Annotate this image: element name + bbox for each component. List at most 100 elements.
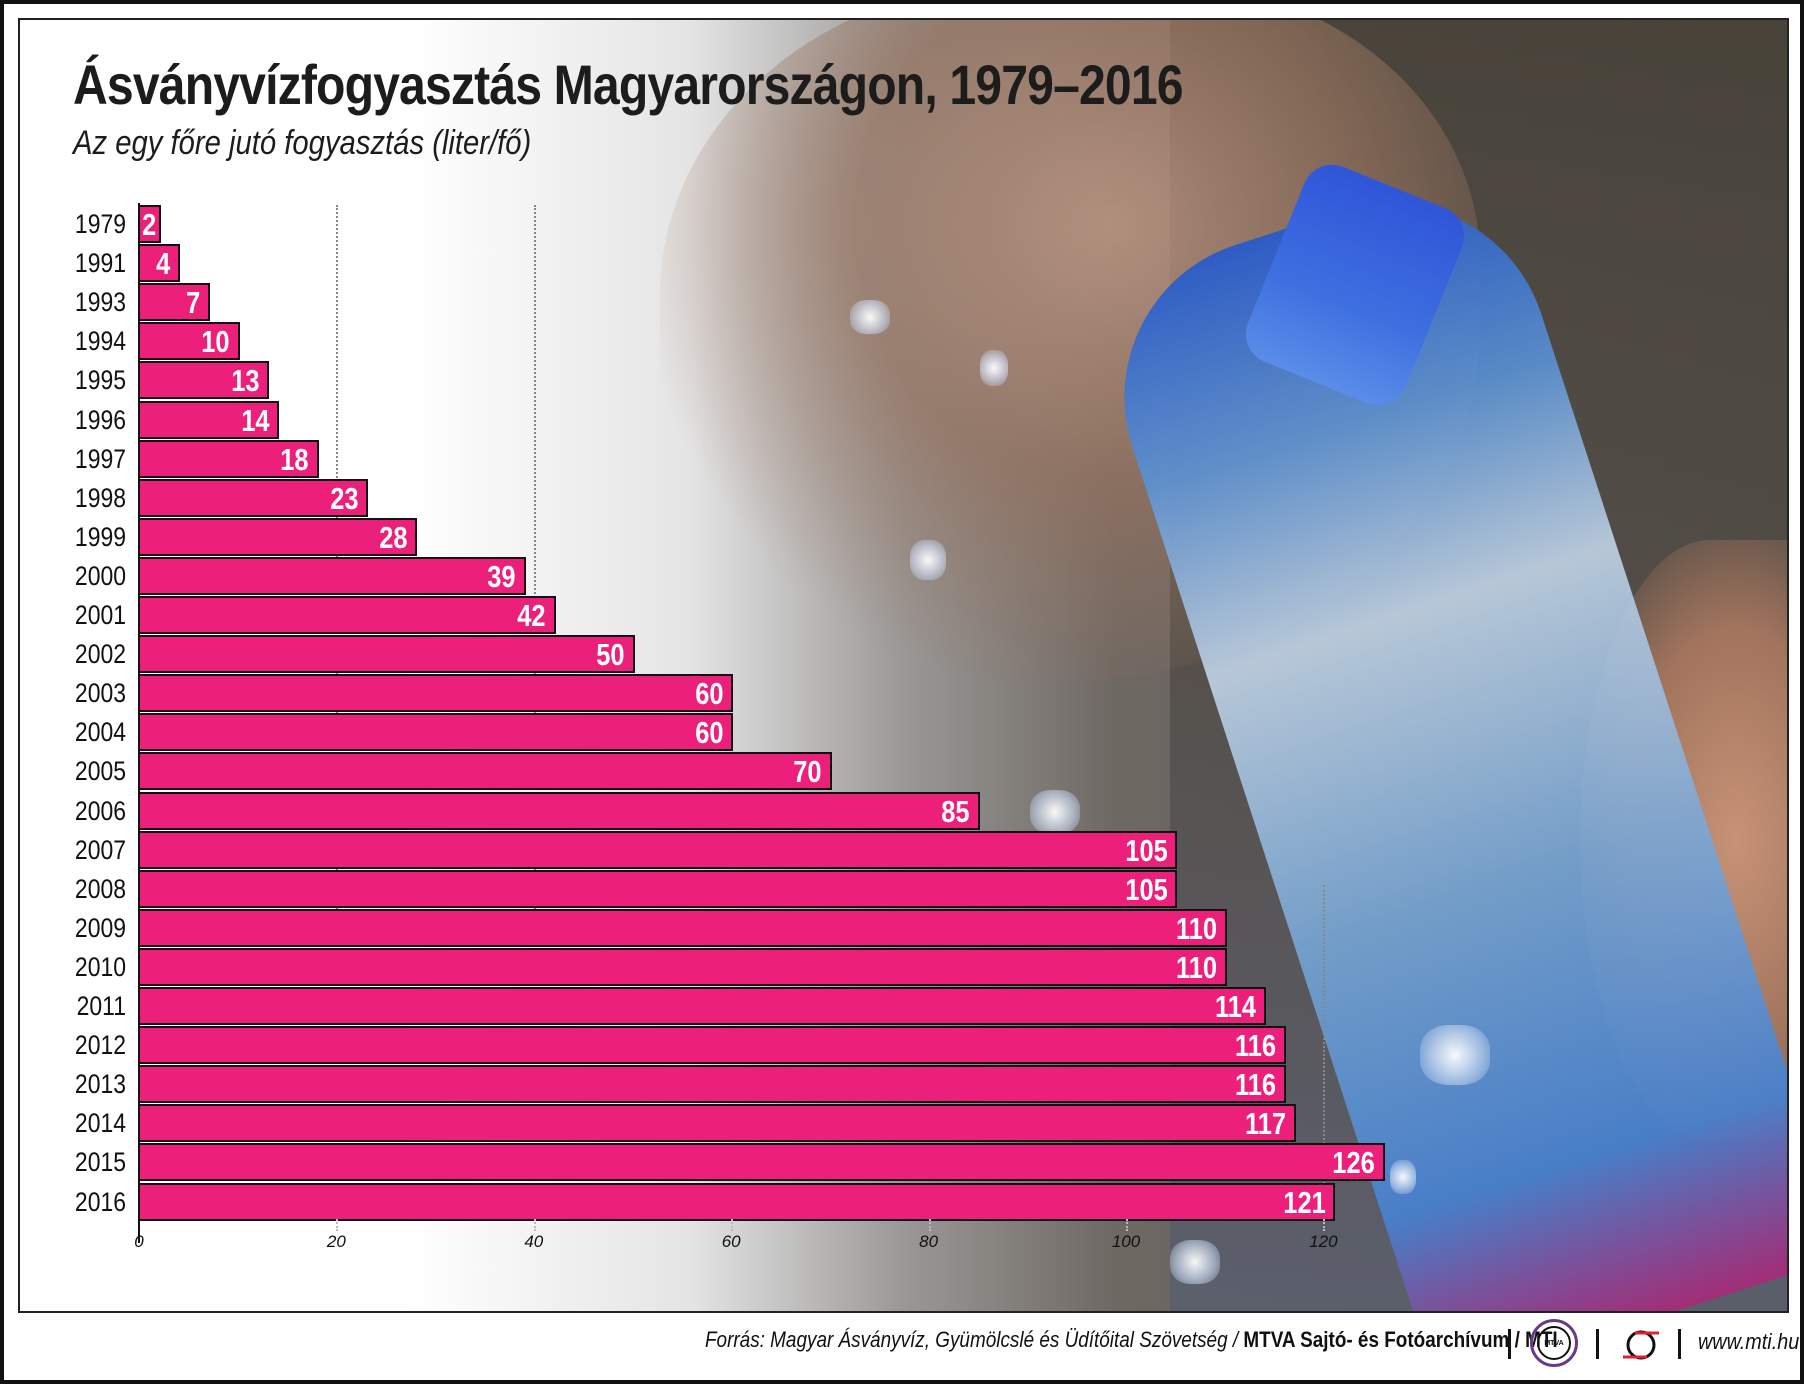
divider: [1678, 1329, 1681, 1359]
bar-value-label: 28: [379, 519, 408, 555]
x-tick-mark: [731, 1219, 734, 1231]
year-label: 2003: [74, 678, 126, 709]
gridline: [533, 205, 536, 925]
divider: [1596, 1329, 1599, 1359]
year-label: 2011: [76, 991, 126, 1021]
bar-1997: 18: [139, 439, 319, 478]
water-drop: [1390, 1160, 1416, 1194]
bar-value-label: 50: [596, 637, 625, 673]
bar-value-label: 2: [142, 207, 157, 242]
water-drop: [1420, 1025, 1490, 1085]
x-tick-label: 100: [1111, 1232, 1141, 1251]
year-label: 2005: [74, 756, 126, 787]
year-label: 2006: [74, 795, 126, 826]
bar-value-label: 10: [201, 324, 230, 360]
water-drop: [1170, 1240, 1220, 1284]
year-label: 2008: [74, 873, 126, 904]
source-credit: Forrás: Magyar Ásványvíz, Gyümölcslé és …: [705, 1327, 1558, 1353]
bar-2009: 110: [139, 908, 1227, 947]
year-label: 1999: [74, 521, 126, 552]
year-label: 1997: [74, 443, 126, 474]
year-label: 2015: [74, 1147, 126, 1178]
bar-2001: 42: [139, 596, 556, 634]
bar-2013: 116: [139, 1065, 1286, 1104]
bar-value-label: 121: [1282, 1184, 1326, 1220]
bar-2014: 117: [139, 1104, 1296, 1143]
bar-value-label: 70: [793, 754, 822, 790]
gridline: [1323, 885, 1326, 1220]
mtva-logo-icon: MTVA: [1530, 1319, 1578, 1367]
water-drop: [1030, 790, 1080, 834]
bar-value-label: 114: [1215, 989, 1257, 1024]
bar-value-label: 110: [1175, 949, 1217, 985]
x-tick-label: 60: [721, 1232, 741, 1251]
chart-subtitle: Az egy főre jutó fogyasztás (liter/fő): [73, 124, 532, 162]
divider: [1508, 1329, 1511, 1359]
bar-value-label: 4: [156, 246, 171, 282]
year-label: 2012: [74, 1030, 126, 1061]
bar-value-label: 105: [1124, 871, 1168, 907]
x-tick-label: 20: [326, 1232, 346, 1251]
source-label: Forrás: Magyar Ásványvíz, Gyümölcslé és …: [705, 1327, 1244, 1352]
bar-2012: 116: [139, 1026, 1286, 1065]
footer: Forrás: Magyar Ásványvíz, Gyümölcslé és …: [18, 1313, 1799, 1373]
year-label: 1994: [74, 326, 126, 357]
x-tick-mark: [533, 1219, 536, 1231]
year-label: 2000: [74, 560, 126, 591]
year-label: 1995: [74, 365, 126, 396]
bar-1996: 14: [139, 400, 280, 439]
bar-1994: 10: [139, 322, 240, 361]
year-label: 2016: [74, 1186, 126, 1217]
y-axis-line: [138, 203, 140, 1243]
bar-value-label: 7: [185, 285, 201, 321]
bar-value-label: 105: [1124, 832, 1168, 868]
year-label: 1998: [74, 482, 126, 513]
year-label: 2010: [74, 951, 126, 982]
year-label: 2009: [74, 912, 126, 943]
bar-value-label: 42: [517, 598, 546, 633]
year-label: 2014: [74, 1108, 126, 1139]
x-tick-mark: [1126, 1219, 1128, 1231]
bar-value-label: 18: [280, 441, 309, 477]
bar-value-label: 60: [694, 676, 724, 712]
bar-value-label: 13: [231, 363, 260, 399]
x-tick-label: 0: [134, 1232, 144, 1251]
x-tick-mark: [336, 1219, 339, 1231]
bar-2000: 39: [139, 556, 526, 595]
bar-2011: 114: [139, 987, 1267, 1025]
x-tick-label: 80: [919, 1232, 939, 1251]
chart-title: Ásványvízfogyasztás Magyarországon, 1979…: [73, 53, 1184, 116]
year-label: 2001: [74, 600, 126, 630]
bar-1998: 23: [139, 478, 368, 517]
year-label: 1993: [74, 287, 126, 318]
bar-value-label: 116: [1234, 1028, 1276, 1064]
year-label: 1979: [74, 209, 126, 239]
bar-2003: 60: [139, 674, 734, 713]
x-tick-mark: [928, 1219, 931, 1231]
website-link[interactable]: www.mti.hu: [1698, 1329, 1800, 1354]
mti-logo-icon: [1623, 1330, 1659, 1360]
bar-2005: 70: [139, 752, 832, 791]
bar-2007: 105: [139, 830, 1178, 869]
bar-2004: 60: [139, 713, 734, 752]
bar-value-label: 116: [1234, 1067, 1276, 1103]
bar-2008: 105: [139, 869, 1178, 908]
bar-2015: 126: [139, 1143, 1385, 1182]
year-label: 1996: [74, 404, 126, 435]
water-drop: [980, 350, 1008, 386]
year-label: 1991: [74, 248, 126, 279]
bar-1979: 2: [139, 205, 161, 243]
x-tick-label: 40: [524, 1232, 544, 1251]
year-label: 2013: [74, 1069, 126, 1100]
bar-2002: 50: [139, 635, 635, 674]
bar-value-label: 14: [240, 402, 270, 438]
bar-value-label: 85: [941, 793, 970, 829]
bar-2006: 85: [139, 791, 980, 830]
x-tick-label: 120: [1309, 1232, 1338, 1251]
bar-value-label: 23: [329, 480, 358, 516]
bar-1993: 7: [139, 283, 211, 322]
bar-1999: 28: [139, 517, 418, 556]
year-label: 2002: [74, 639, 126, 670]
bar-2016: 121: [139, 1182, 1336, 1221]
bar-value-label: 60: [694, 715, 724, 751]
